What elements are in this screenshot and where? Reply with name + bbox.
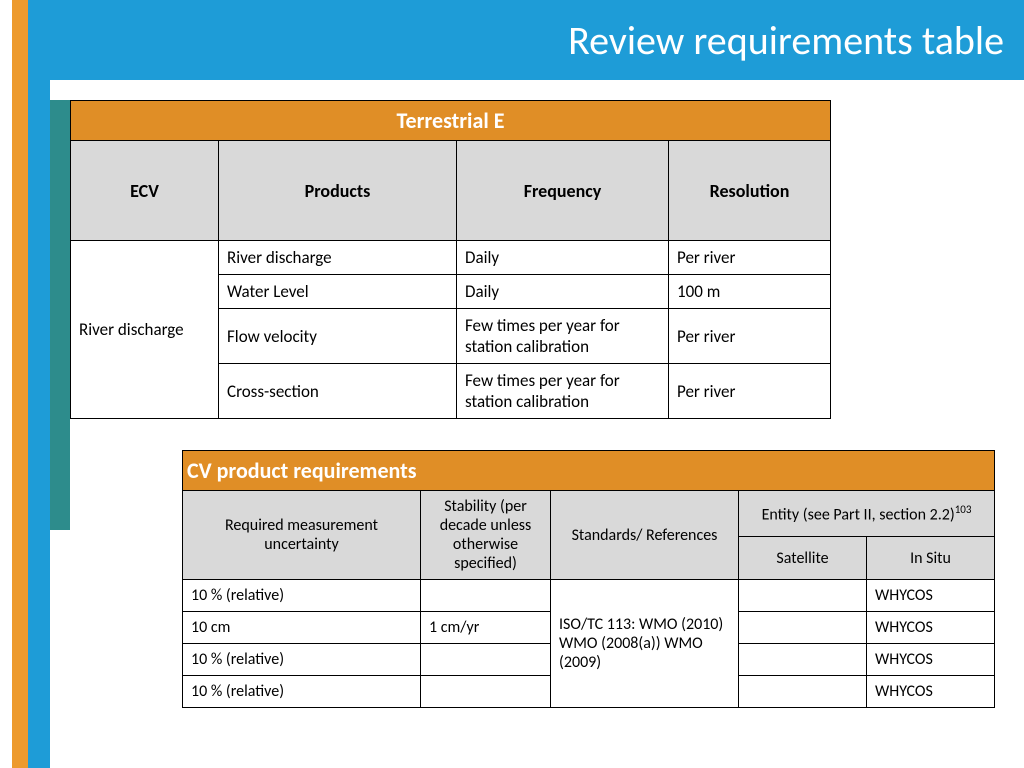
table-cell: Cross-section (219, 364, 457, 419)
terrestrial-table: Terrestrial E ECV Products Frequency Res… (70, 100, 831, 419)
table-cell (421, 580, 551, 612)
table2-banner: CV product requirements (183, 451, 995, 491)
col-uncertainty: Required measurement uncertainty (183, 491, 421, 580)
table-cell: River discharge (219, 241, 457, 275)
col-stability: Stability (per decade unless otherwise s… (421, 491, 551, 580)
table-cell: 10 cm (183, 612, 421, 644)
table-cell (421, 644, 551, 676)
left-orange-bar (12, 0, 28, 768)
standards-cell: ISO/TC 113: WMO (2010) WMO (2008(a)) WMO… (551, 580, 739, 708)
table-cell (739, 612, 867, 644)
table-cell: Few times per year for station calibrati… (457, 309, 669, 364)
table-cell (739, 676, 867, 708)
table-cell: WHYCOS (867, 612, 995, 644)
col-entity: Entity (see Part II, section 2.2)103 (739, 491, 995, 537)
ecv-cell: River discharge (71, 241, 219, 419)
table-cell: Per river (669, 309, 831, 364)
table-cell (739, 580, 867, 612)
table-cell: Flow velocity (219, 309, 457, 364)
table-cell: Few times per year for station calibrati… (457, 364, 669, 419)
left-blue-side (28, 80, 50, 768)
col-satellite: Satellite (739, 537, 867, 580)
col-resolution: Resolution (669, 141, 831, 241)
table-cell: Per river (669, 241, 831, 275)
requirements-table: CV product requirements Required measure… (182, 450, 995, 708)
table-cell: Per river (669, 364, 831, 419)
col-ecv: ECV (71, 141, 219, 241)
table-cell (739, 644, 867, 676)
table-cell: 100 m (669, 275, 831, 309)
col-products: Products (219, 141, 457, 241)
table-cell: WHYCOS (867, 676, 995, 708)
table-cell: Daily (457, 241, 669, 275)
table-cell: Daily (457, 275, 669, 309)
table-cell (421, 676, 551, 708)
table-cell: 10 % (relative) (183, 580, 421, 612)
table-cell: WHYCOS (867, 580, 995, 612)
entity-sup: 103 (955, 503, 972, 516)
table-cell: WHYCOS (867, 644, 995, 676)
slide-header: Review requirements table (28, 0, 1024, 80)
table-cell: 1 cm/yr (421, 612, 551, 644)
col-standards: Standards/ References (551, 491, 739, 580)
table-cell: Water Level (219, 275, 457, 309)
col-insitu: In Situ (867, 537, 995, 580)
slide-title: Review requirements table (568, 16, 1004, 65)
left-teal-bar (50, 100, 70, 530)
table1-banner: Terrestrial E (71, 101, 831, 141)
col-frequency: Frequency (457, 141, 669, 241)
table-cell: 10 % (relative) (183, 644, 421, 676)
table-cell: 10 % (relative) (183, 676, 421, 708)
entity-label: Entity (see Part II, section 2.2) (762, 505, 955, 524)
